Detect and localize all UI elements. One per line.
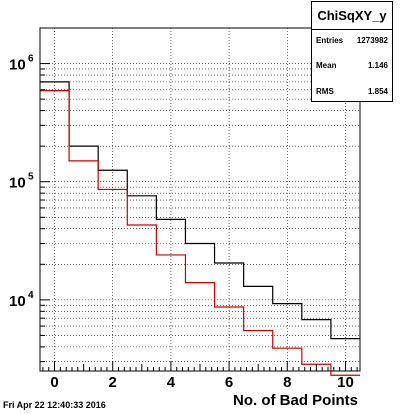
stats-row-entries: Entries 1273982 — [316, 34, 388, 48]
series-layer — [40, 81, 360, 376]
stats-label: Mean — [316, 61, 337, 70]
stats-label: Entries — [316, 36, 344, 45]
y-tick-label: 10 — [9, 293, 26, 310]
tick-layer — [40, 27, 358, 371]
x-axis-title: No. of Bad Points — [233, 392, 358, 409]
y-tick-label: 10 — [9, 57, 26, 74]
stats-title: ChiSqXY_y — [312, 2, 392, 30]
stats-row-mean: Mean 1.146 — [316, 59, 388, 73]
stats-label: RMS — [316, 87, 334, 96]
x-tick-label: 8 — [283, 374, 291, 391]
stats-box: ChiSqXY_y Entries 1273982 Mean 1.146 RMS… — [311, 1, 393, 102]
x-tick-label: 0 — [50, 374, 58, 391]
x-tick-label: 4 — [167, 374, 176, 391]
x-tick-label: 6 — [225, 374, 233, 391]
stats-value: 1.146 — [367, 61, 388, 70]
x-tick-label: 10 — [337, 374, 354, 391]
histogram-series-1 — [40, 81, 360, 340]
y-tick-label-exponent: 6 — [28, 54, 34, 65]
datestamp: Fri Apr 22 12:40:33 2016 — [3, 400, 106, 410]
x-tick-label: 2 — [109, 374, 117, 391]
y-tick-label-exponent: 5 — [28, 172, 34, 183]
stats-row-rms: RMS 1.854 — [316, 85, 388, 99]
stats-value: 1.854 — [367, 87, 388, 96]
stats-value: 1273982 — [356, 36, 388, 45]
histogram-series-2 — [40, 90, 360, 376]
y-tick-label: 10 — [9, 175, 26, 192]
y-tick-label-exponent: 4 — [28, 290, 34, 301]
